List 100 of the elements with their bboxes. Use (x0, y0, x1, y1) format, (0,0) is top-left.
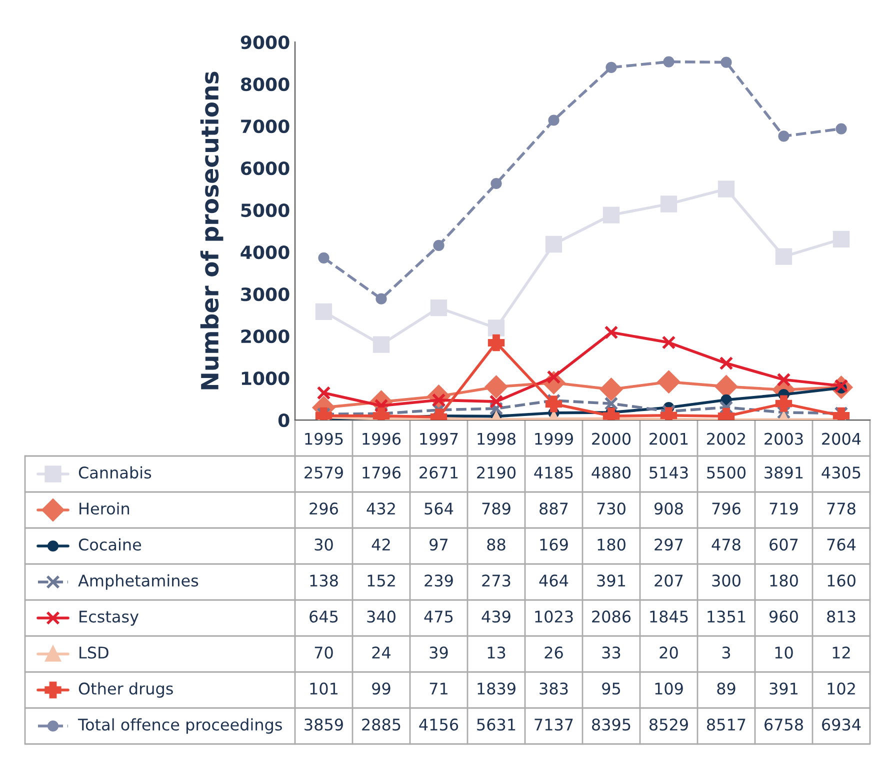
legend-label: Cocaine (78, 538, 142, 551)
data-label: 160 (828, 574, 856, 587)
data-label: 960 (770, 610, 798, 623)
data-label: 340 (367, 610, 396, 623)
data-label: 4880 (592, 466, 631, 479)
data-label: 207 (654, 574, 683, 587)
data-label: 1351 (708, 610, 746, 623)
data-label: 33 (602, 646, 620, 659)
data-label: 1023 (535, 610, 573, 623)
data-label: 24 (372, 646, 391, 658)
legend-label: Total offence proceedings (78, 718, 282, 734)
data-label: 6934 (822, 718, 861, 731)
data-label: 439 (482, 610, 510, 623)
y-tick-label: 7000 (241, 119, 290, 134)
x-tick-label: 2003 (764, 432, 803, 445)
data-label: 8529 (650, 718, 688, 731)
legend-label: Amphetamines (78, 574, 198, 590)
data-label: 764 (827, 538, 856, 551)
x-tick-label: 1997 (420, 432, 458, 445)
data-label: 95 (602, 682, 620, 695)
data-label: 138 (310, 574, 338, 587)
data-label: 564 (424, 502, 454, 515)
x-tick-label: 1999 (535, 432, 573, 445)
data-label: 1796 (362, 466, 401, 479)
data-label: 300 (712, 574, 740, 587)
data-label: 719 (770, 502, 798, 515)
data-label: 8517 (707, 718, 746, 731)
data-label: 4185 (534, 466, 573, 479)
data-label: 2671 (420, 466, 458, 479)
data-label: 152 (368, 574, 395, 587)
data-label: 39 (430, 646, 448, 659)
data-label: 239 (424, 574, 453, 587)
legend-label: Cannabis (78, 466, 152, 479)
data-label: 101 (310, 682, 338, 695)
data-label: 7137 (534, 718, 573, 731)
data-label: 478 (712, 538, 740, 551)
data-label: 273 (482, 574, 510, 587)
data-label: 887 (540, 502, 568, 515)
data-label: 297 (654, 538, 683, 551)
data-label: 109 (655, 682, 683, 695)
y-tick-label: 5000 (241, 203, 290, 218)
data-label: 5500 (707, 466, 746, 479)
data-label: 2086 (592, 610, 631, 623)
data-label: 1845 (650, 610, 688, 623)
data-label: 730 (597, 502, 626, 515)
data-label: 3891 (764, 466, 803, 479)
data-label: 464 (539, 574, 568, 587)
data-label: 88 (487, 538, 506, 551)
data-label: 391 (770, 682, 798, 695)
data-label: 789 (482, 502, 510, 515)
legend-label: Other drugs (78, 682, 173, 698)
legend-label: Heroin (80, 502, 130, 515)
data-label: 475 (424, 610, 453, 623)
x-tick-label: 2000 (592, 432, 631, 445)
data-label: 796 (712, 502, 740, 515)
x-tick-label: 1995 (305, 432, 343, 445)
y-tick-label: 4000 (240, 245, 290, 260)
data-label: 383 (540, 682, 568, 695)
y-tick-label: 6000 (241, 161, 290, 176)
data-label: 2885 (362, 718, 400, 731)
data-label: 5631 (477, 718, 516, 731)
data-label: 6758 (764, 718, 803, 731)
data-label: 180 (598, 538, 626, 551)
data-label: 778 (827, 502, 856, 515)
data-label: 30 (314, 538, 333, 551)
y-tick-label: 0 (278, 413, 290, 428)
x-tick-label: 2002 (707, 432, 745, 445)
data-label: 3859 (304, 718, 343, 731)
data-label: 99 (372, 682, 390, 695)
y-tick-label: 3000 (241, 287, 290, 302)
data-label: 12 (832, 646, 850, 658)
data-label: 180 (770, 574, 798, 587)
data-label: 42 (372, 538, 390, 550)
legend-label: Ecstasy (80, 610, 139, 626)
x-tick-label: 1996 (362, 432, 401, 445)
data-label: 645 (310, 610, 338, 623)
data-label: 102 (828, 682, 855, 695)
data-label: 89 (717, 682, 736, 695)
y-tick-label: 8000 (240, 77, 290, 92)
data-label: 4156 (419, 718, 458, 731)
legend-label: LSD (80, 646, 108, 659)
x-tick-label: 2004 (822, 432, 861, 445)
data-label: 97 (430, 538, 448, 551)
data-label: 20 (660, 646, 678, 659)
y-axis-title: Number of prosecutions (200, 72, 224, 390)
data-label: 908 (654, 502, 683, 515)
data-label: 169 (540, 538, 568, 551)
data-label: 1839 (478, 682, 516, 695)
data-label: 8395 (592, 718, 630, 731)
y-tick-label: 9000 (240, 35, 290, 50)
y-tick-label: 1000 (242, 371, 290, 386)
data-label: 2190 (477, 466, 516, 479)
data-label: 391 (597, 574, 626, 587)
data-label: 5143 (650, 466, 688, 479)
data-label: 26 (544, 646, 563, 659)
data-label: 13 (488, 646, 506, 659)
data-label: 2579 (304, 466, 343, 479)
data-label: 10 (775, 646, 793, 659)
data-label: 813 (827, 610, 856, 623)
data-label: 4305 (822, 466, 860, 479)
